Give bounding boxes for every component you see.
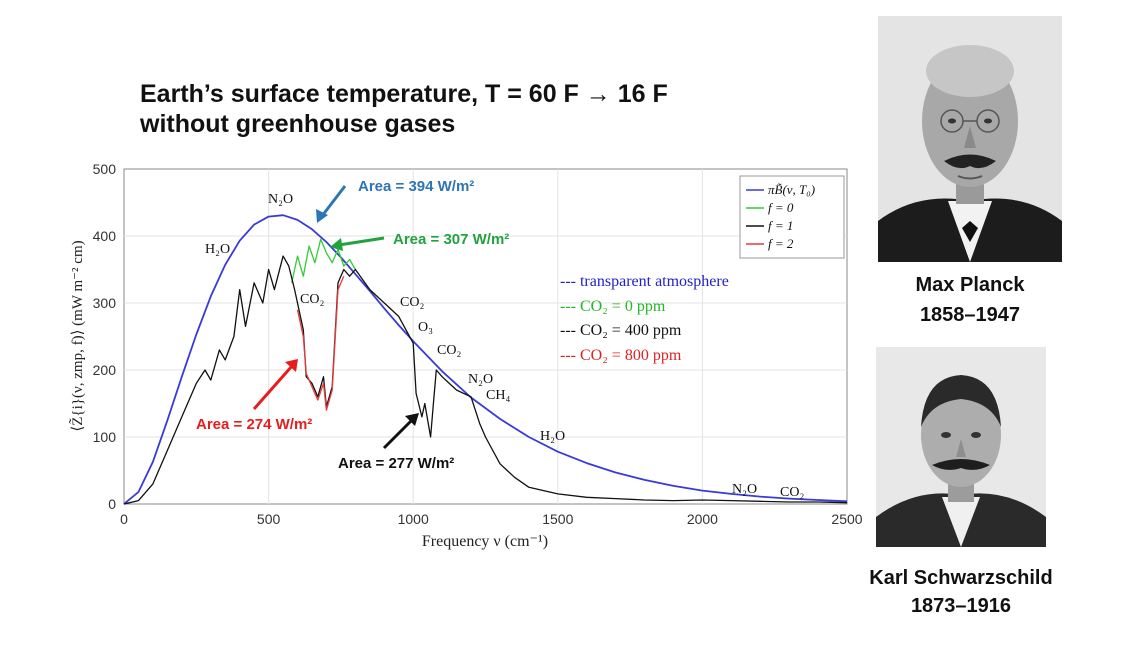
y-tick-label: 300: [93, 295, 117, 311]
series-line-3: [296, 275, 345, 411]
arrow-black: [382, 418, 414, 450]
axis-ticks: 0 500 1000 1500 2000 2500 0 100 200 300 400 500: [93, 161, 863, 527]
scenario-co2-0: --- CO₂ = 0 ppm: [560, 298, 666, 315]
x-tick-label: 1500: [542, 511, 573, 527]
x-tick-label: 2500: [831, 511, 862, 527]
slide-title-line1: Earth’s surface temperature, T = 60 F → …: [140, 80, 668, 108]
max-planck-portrait: [878, 16, 1062, 262]
legend-entry-f0: f = 0: [768, 200, 794, 215]
plot-area: [123, 168, 848, 505]
molecule-labels: N₂O H₂O CO₂ CO₂ O₃ CO₂ N₂O CH₄ H₂O N₂O C…: [205, 192, 804, 500]
label-co2-band: CO₂: [300, 292, 324, 307]
scenario-transparent: --- transparent atmosphere: [560, 273, 729, 290]
x-tick-label: 2000: [687, 511, 718, 527]
y-tick-label: 400: [93, 228, 117, 244]
x-tick-label: 500: [257, 511, 281, 527]
y-tick-label: 0: [108, 496, 116, 512]
label-ch4: CH₄: [486, 388, 510, 403]
arrow-blue: [320, 185, 347, 217]
arrow-green: [338, 236, 385, 247]
karl-schwarzschild-portrait: [876, 347, 1046, 547]
label-co2-tail: CO₂: [780, 485, 804, 500]
y-tick-label: 200: [93, 362, 117, 378]
planck-years: 1858–1947: [919, 304, 1021, 326]
legend-entry-f1: f = 1: [768, 218, 793, 233]
area-annotations: Area = 394 W/m² Area = 307 W/m² Area = 2…: [196, 178, 509, 472]
spectrum-chart: 0 500 1000 1500 2000 2500 0 100 200 300 400 500 Fre…: [69, 161, 863, 550]
x-axis-label: Frequency ν (cm⁻¹): [422, 533, 548, 550]
schwarzschild-years: 1873–1916: [910, 595, 1012, 617]
scenario-legend: --- transparent atmosphere --- CO₂ = 0 p…: [560, 273, 729, 364]
label-o3: O₃: [418, 320, 433, 335]
label-h2o-right: H₂O: [540, 429, 565, 444]
planck-name: Max Planck: [915, 274, 1025, 296]
scenario-co2-400: --- CO₂ = 400 ppm: [560, 322, 682, 339]
x-tick-label: 0: [120, 511, 128, 527]
arrow-red: [252, 365, 294, 410]
annotation-area-277: Area = 277 W/m²: [338, 455, 454, 472]
y-tick-label: 100: [93, 429, 117, 445]
label-n2o-peak: N₂O: [268, 192, 293, 207]
series-line-2: [123, 255, 848, 505]
x-tick-label: 1000: [398, 511, 429, 527]
label-h2o-left: H₂O: [205, 242, 230, 257]
annotation-area-394: Area = 394 W/m²: [358, 178, 474, 195]
scenario-co2-800: --- CO₂ = 800 ppm: [560, 347, 682, 364]
schwarzschild-name: Karl Schwarzschild: [869, 567, 1053, 589]
arrowhead-blue: [316, 209, 328, 223]
label-co2-mid: CO₂: [400, 295, 424, 310]
legend-entry-planck: πB̃(ν, T₀): [768, 182, 815, 197]
arrowhead-red: [285, 359, 298, 372]
legend-box: πB̃(ν, T₀) f = 0 f = 1 f = 2: [739, 175, 845, 259]
label-n2o-tail: N₂O: [732, 482, 757, 497]
annotation-area-274: Area = 274 W/m²: [196, 416, 312, 433]
label-n2o-mid: N₂O: [468, 372, 493, 387]
y-tick-label: 500: [93, 161, 117, 177]
label-co2-right: CO₂: [437, 343, 461, 358]
slide-title-line2: without greenhouse gases: [140, 110, 456, 138]
annotation-area-307: Area = 307 W/m²: [393, 231, 509, 248]
arrowhead-black: [405, 413, 419, 426]
y-axis-label: ⟨Z̃{i}(ν, zmp, f)⟩ (mW m⁻² cm): [69, 240, 86, 431]
series-lines: [123, 214, 848, 505]
legend-entry-f2: f = 2: [768, 236, 794, 251]
arrowhead-green: [330, 238, 343, 251]
series-line-0: [123, 214, 848, 505]
series-line-1: [291, 238, 356, 284]
annotation-arrows: [252, 185, 419, 450]
